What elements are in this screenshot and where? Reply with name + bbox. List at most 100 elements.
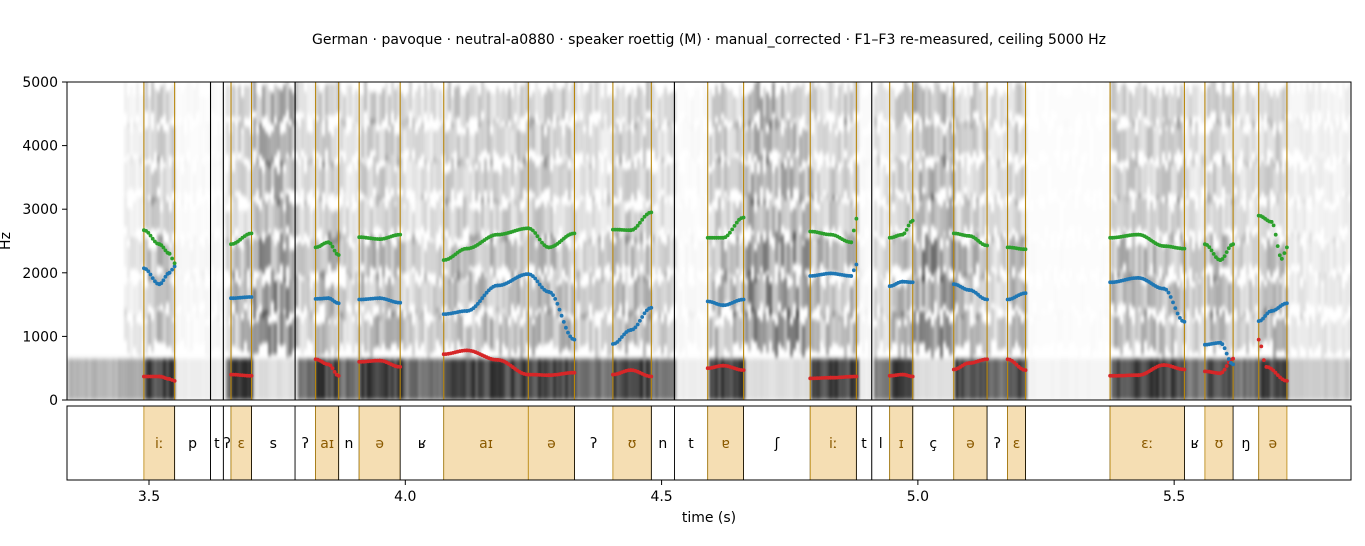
formant-point: [1224, 351, 1229, 356]
formant-point: [170, 267, 175, 272]
formant-point: [551, 293, 555, 297]
formant-point: [1224, 250, 1229, 255]
formant-point: [572, 231, 577, 236]
formant-point: [336, 253, 341, 257]
formant-point: [555, 301, 560, 306]
formant-point: [1211, 252, 1216, 256]
vowel-segment-box: [358, 405, 401, 481]
phone-label: iː: [829, 436, 838, 452]
y-tick-label: 2000: [22, 266, 58, 282]
formant-point: [478, 299, 482, 303]
phone-label: ɐ: [721, 436, 729, 452]
formant-point: [572, 370, 577, 375]
formant-point: [1220, 342, 1225, 347]
formant-point: [649, 305, 654, 310]
x-axis: 3.5 4.0 4.5 5.0 5.5: [138, 480, 1185, 505]
vowel-segment-box: [143, 405, 176, 481]
formant-point: [167, 270, 172, 275]
phone-label: ɛ: [1013, 436, 1021, 452]
formant-point: [1262, 358, 1266, 362]
formant-point: [161, 245, 166, 250]
formant-point: [851, 228, 856, 233]
formant-point: [537, 237, 542, 242]
formant-point: [161, 278, 166, 283]
phone-segment: ɪ: [889, 405, 914, 481]
phone-segment: ɐ: [707, 405, 744, 481]
formant-point: [330, 366, 335, 371]
formant-point: [1224, 364, 1229, 368]
formant-point: [249, 373, 254, 378]
formant-point: [732, 224, 737, 228]
formant-point: [480, 296, 485, 301]
formant-point: [730, 227, 735, 232]
x-tick-label: 4.5: [650, 489, 672, 505]
formant-point: [1166, 290, 1171, 295]
formant-point: [531, 274, 535, 279]
phone-segment: ə: [527, 405, 575, 481]
formant-point: [854, 374, 859, 379]
formant-point: [851, 268, 856, 273]
spectrogram-energy: [67, 82, 1351, 400]
formant-point: [849, 240, 854, 245]
formant-point: [398, 232, 403, 237]
formant-point: [1023, 291, 1028, 296]
phone-segment: ʔ: [986, 405, 1008, 481]
phone-segment: n: [338, 405, 360, 481]
formant-series-f3: [142, 210, 1289, 266]
formant-point: [473, 304, 478, 309]
formant-point: [617, 337, 622, 342]
phone-segment: ə: [953, 405, 988, 481]
formant-point: [475, 301, 480, 306]
formant-point: [564, 325, 568, 330]
formant-point: [1171, 300, 1175, 305]
formant-point: [1273, 232, 1278, 237]
formant-point: [249, 231, 254, 236]
formant-point: [640, 217, 645, 222]
formant-point: [566, 330, 570, 335]
formant-point: [741, 368, 746, 372]
formant-point: [1231, 356, 1235, 361]
phone-label: n: [658, 436, 667, 452]
formant-point: [1256, 337, 1261, 342]
formant-point: [328, 241, 333, 246]
phone-segment: ʁ: [399, 405, 445, 481]
formant-point: [537, 282, 542, 287]
phone-label: ʁ: [418, 436, 427, 452]
formant-point: [1277, 253, 1282, 258]
vowel-segment-box: [1258, 405, 1288, 481]
formant-point: [1261, 316, 1265, 321]
formant-point: [540, 285, 544, 290]
phone-segment: t: [855, 405, 873, 481]
consonant-segment-box: [1025, 405, 1111, 481]
phone-segment: ʁ: [1184, 405, 1206, 481]
formant-point: [635, 322, 640, 327]
phone-label: ʔ: [302, 436, 309, 452]
phone-label: ə: [375, 436, 384, 452]
formant-point: [985, 357, 989, 362]
formant-point: [1273, 370, 1278, 375]
formant-point: [336, 301, 341, 306]
phone-segment: t: [674, 405, 709, 481]
phone-segment: ʔ: [574, 405, 614, 481]
formant-point: [172, 264, 177, 269]
x-tick-label: 5.5: [1163, 489, 1185, 505]
formant-point: [1182, 319, 1187, 324]
phone-tier: iː p t ʔ ɛ s ʔ aɪ n ə ʁ aɪ ə ʔ ʊ n t ɐ ʃ iː t l ɪ ç ə ʔ ɛ ɛː ʁ ʊ ŋ ə: [66, 405, 1352, 481]
phone-label: ŋ: [1241, 436, 1250, 452]
y-tick-label: 5000: [22, 75, 58, 91]
formant-point: [1023, 247, 1028, 252]
formant-point: [1263, 314, 1267, 318]
formant-point: [540, 240, 544, 245]
y-tick-label: 1000: [22, 329, 58, 345]
formant-tracks: [142, 210, 1289, 383]
formant-point: [620, 335, 624, 339]
formant-point: [849, 274, 854, 278]
formant-point: [1259, 344, 1264, 349]
phone-segment: iː: [809, 405, 857, 481]
phone-segment: ɛ: [1007, 405, 1026, 481]
phone-label: ə: [547, 436, 556, 452]
formant-point: [985, 243, 989, 248]
formant-point: [170, 256, 175, 261]
formant-point: [649, 374, 654, 379]
formant-point: [482, 293, 487, 298]
